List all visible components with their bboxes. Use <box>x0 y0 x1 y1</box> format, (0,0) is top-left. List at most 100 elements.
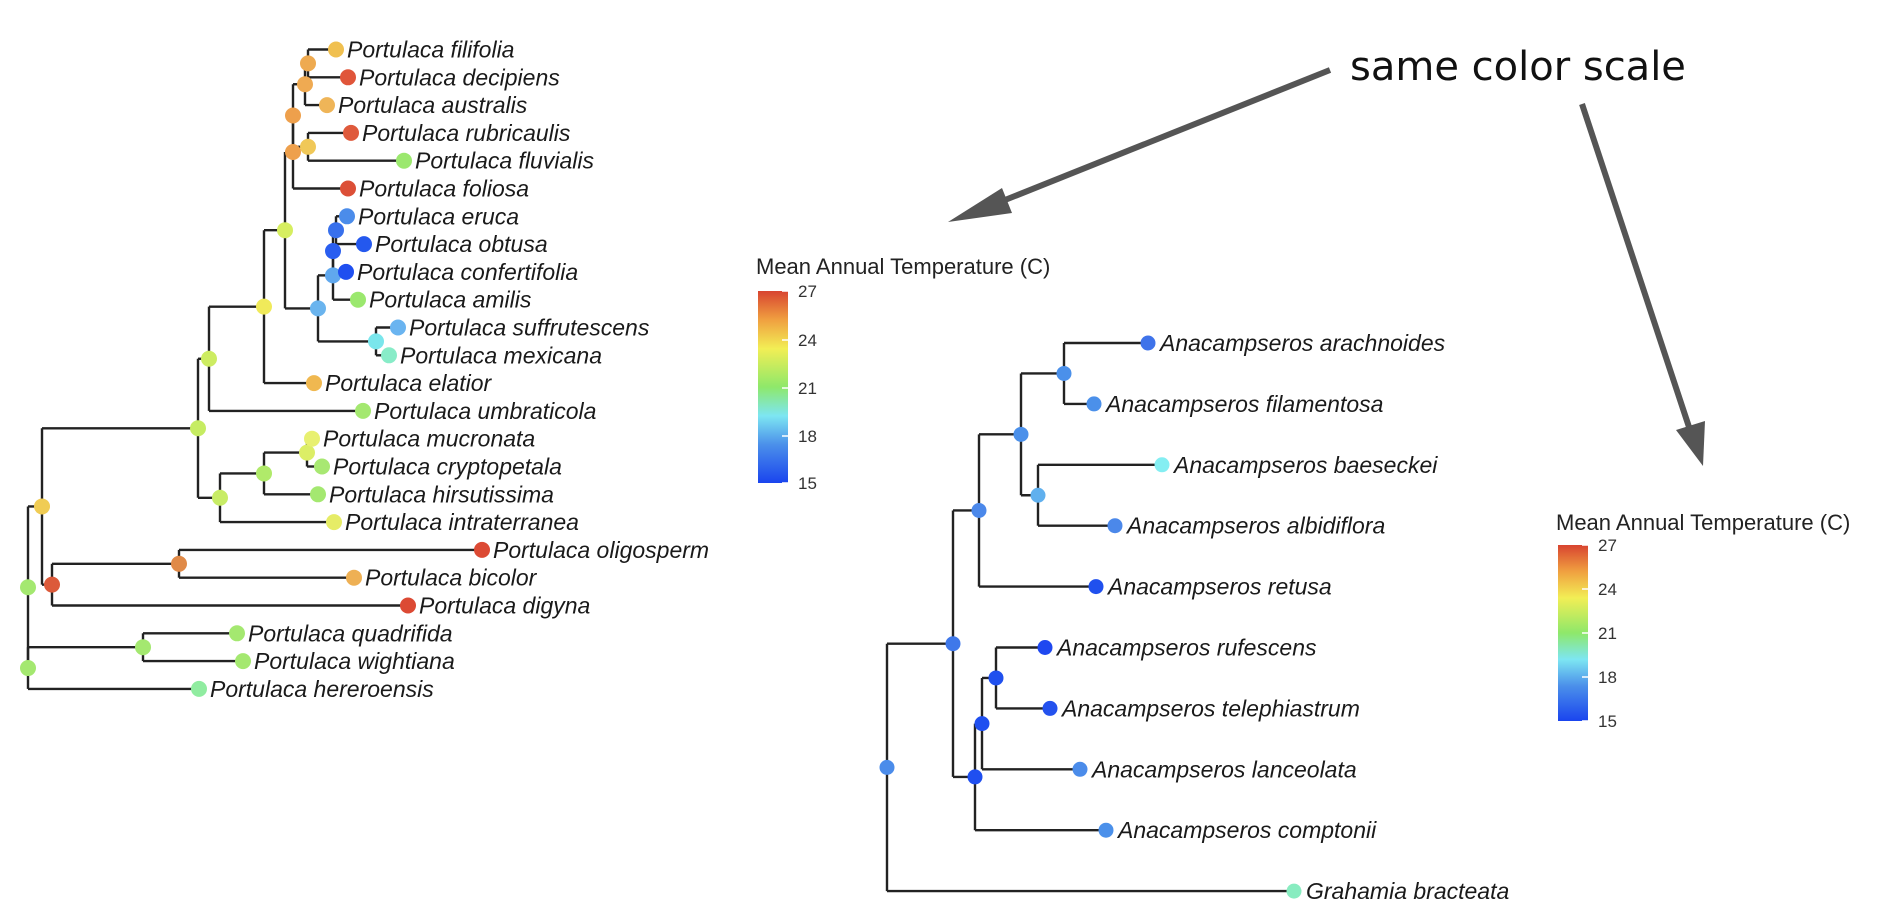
legend-tick-label: 18 <box>1598 668 1617 687</box>
ancestral-state-node <box>988 670 1004 686</box>
tip-label: Portulaca hirsutissima <box>329 481 554 507</box>
legend-colorbar <box>758 291 788 483</box>
ancestral-state-node <box>1030 487 1046 503</box>
tip-label: Anacampseros telephiastrum <box>1060 695 1360 721</box>
legend-ticks: 27 24 21 18 15 <box>782 282 817 493</box>
ancestral-state-node <box>171 555 187 572</box>
tip-label: Anacampseros filamentosa <box>1104 391 1383 417</box>
tip-label: Portulaca hereroensis <box>210 676 434 702</box>
anacampseros-phylogeny: Anacampseros arachnoides Anacampseros fil… <box>879 330 1509 900</box>
tip-label: Portulaca filifolia <box>347 37 514 63</box>
tip-node <box>340 69 356 86</box>
legend-tick-label: 24 <box>1598 580 1617 599</box>
tip-node <box>356 236 372 253</box>
ancestral-state-node <box>277 222 293 239</box>
legend-tick-label: 15 <box>798 474 817 493</box>
tip-node <box>310 486 326 503</box>
legend-tick-label: 27 <box>1598 536 1617 555</box>
ancestral-state-node <box>256 465 272 482</box>
legend-tick-label: 21 <box>1598 624 1617 643</box>
ancestral-state-node <box>368 333 384 350</box>
tip-node <box>319 97 335 114</box>
tip-label: Portulaca umbraticola <box>374 398 596 424</box>
portulaca-internal-nodes <box>20 55 384 677</box>
ancestral-state-node <box>945 636 961 652</box>
ancestral-state-node <box>285 107 301 124</box>
tip-label: Portulaca oligosperm <box>493 537 709 563</box>
tip-node <box>474 541 490 558</box>
legend-tick-label: 18 <box>798 427 817 446</box>
ancestral-state-node <box>44 576 60 593</box>
legend-ticks: 27 24 21 18 15 <box>1582 536 1617 731</box>
ancestral-state-node <box>20 579 36 596</box>
ancestral-state-node <box>325 267 341 284</box>
arrow-left-head <box>948 188 1012 222</box>
legend-tick-label: 24 <box>798 331 817 350</box>
ancestral-state-node <box>20 660 36 677</box>
tip-node <box>1037 640 1053 655</box>
ancestral-state-node <box>1056 365 1072 381</box>
ancestral-state-node <box>967 769 983 785</box>
tip-label: Portulaca mexicana <box>400 342 602 368</box>
ancestral-state-node <box>300 55 316 72</box>
tip-node <box>314 458 330 475</box>
tip-label: Portulaca amilis <box>369 287 532 313</box>
anacampseros-branches <box>885 341 1294 893</box>
tip-node <box>328 41 344 58</box>
anacampseros-internal-nodes <box>879 365 1072 785</box>
annotation-text: same color scale <box>1350 44 1686 90</box>
tip-node <box>1154 457 1170 473</box>
tip-node <box>340 180 356 197</box>
tip-node <box>1088 579 1104 595</box>
ancestral-state-node <box>325 243 341 260</box>
tip-label: Portulaca bicolor <box>365 565 538 591</box>
anacampseros-tips: Anacampseros arachnoides Anacampseros fil… <box>1037 330 1509 900</box>
tip-node <box>381 347 397 364</box>
tip-node <box>346 569 362 586</box>
tip-label: Portulaca eruca <box>358 203 519 229</box>
tip-label: Anacampseros arachnoides <box>1158 330 1446 356</box>
tip-node <box>306 375 322 392</box>
tip-label: Portulaca decipiens <box>359 64 560 90</box>
legend-title: Mean Annual Temperature (C) <box>756 254 1050 279</box>
tip-node <box>396 152 412 169</box>
arrow-left <box>983 67 1332 211</box>
tip-node <box>326 514 342 531</box>
tip-node <box>1098 822 1114 838</box>
tip-label: Portulaca elatior <box>325 370 493 396</box>
ancestral-state-node <box>190 420 206 437</box>
ancestral-state-node <box>285 144 301 161</box>
ancestral-state-node <box>328 222 344 239</box>
tip-label: Portulaca mucronata <box>323 426 535 452</box>
tip-label: Anacampseros retusa <box>1106 574 1332 600</box>
tip-node <box>1107 518 1123 534</box>
ancestral-state-node <box>212 489 228 506</box>
tip-label: Anacampseros albidiflora <box>1125 513 1385 539</box>
tip-label: Portulaca suffrutescens <box>409 315 650 341</box>
tip-node <box>235 653 251 670</box>
tip-label: Portulaca rubricaulis <box>362 120 571 146</box>
tip-label: Portulaca obtusa <box>375 231 548 257</box>
ancestral-state-node <box>974 716 990 732</box>
tip-label: Portulaca intraterranea <box>345 509 579 535</box>
tip-node <box>229 625 245 642</box>
legend-tick-label: 27 <box>798 282 817 301</box>
tip-node <box>191 680 207 697</box>
ancestral-state-node <box>297 76 313 93</box>
tip-label: Portulaca australis <box>338 92 528 118</box>
tip-node <box>1086 396 1102 412</box>
tip-label: Grahamia bracteata <box>1306 878 1509 900</box>
tip-node <box>1072 761 1088 777</box>
tip-label: Anacampseros rufescens <box>1055 635 1317 661</box>
ancestral-state-node <box>879 759 895 775</box>
arrow-right-head <box>1676 421 1705 466</box>
tip-node <box>343 124 359 141</box>
ancestral-state-node <box>299 444 315 461</box>
tip-node <box>339 208 355 225</box>
legend-tick-label: 15 <box>1598 712 1617 731</box>
tip-node <box>304 430 320 447</box>
ancestral-state-node <box>971 502 987 518</box>
tip-node <box>355 402 371 419</box>
ancestral-state-node <box>1013 426 1029 442</box>
